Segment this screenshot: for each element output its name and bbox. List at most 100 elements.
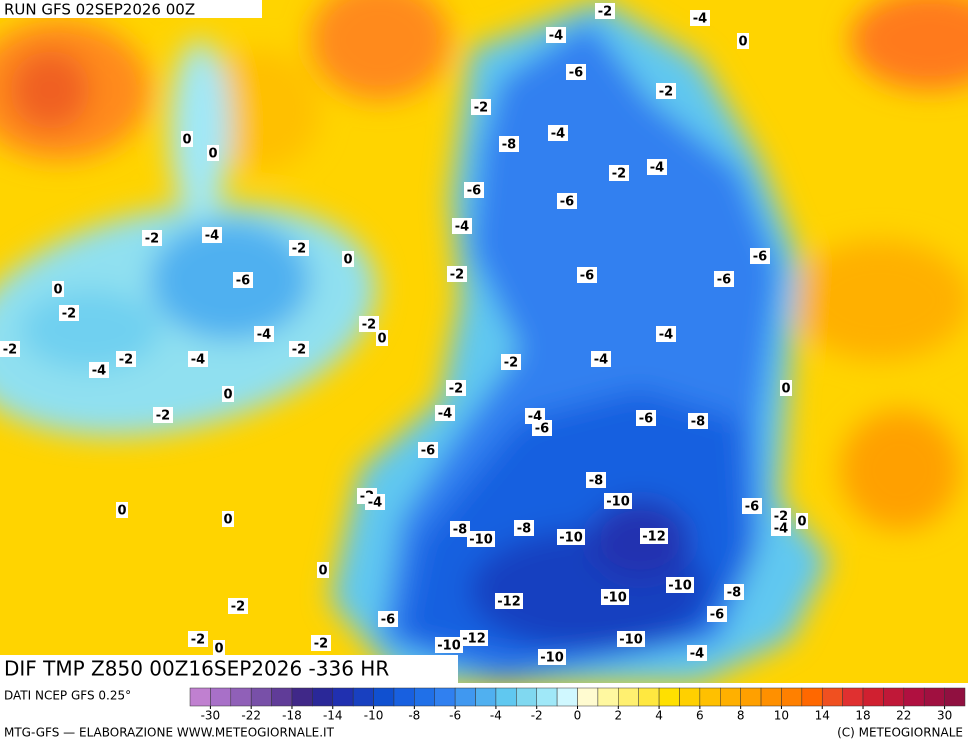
legend-tick-label: -4 — [490, 709, 502, 723]
contour-label: -6 — [745, 500, 759, 515]
legend-tick-label: 4 — [655, 709, 663, 723]
contour-label: -8 — [727, 586, 741, 601]
contour-label: -2 — [449, 382, 463, 397]
field-title: DIF TMP Z850 00Z16SEP2026 -336 HR — [4, 657, 389, 681]
legend-swatch — [556, 687, 578, 707]
contour-label: 0 — [223, 388, 232, 403]
label-box — [471, 99, 491, 115]
label-box — [446, 380, 466, 396]
label-box — [467, 531, 495, 547]
contour-label: -4 — [92, 364, 106, 379]
footer-left: MTG-GFS — ELABORAZIONE WWW.METEOGIORNALE… — [4, 726, 335, 740]
field-box — [0, 655, 458, 683]
label-box — [365, 494, 385, 510]
legend-tick-label: -30 — [201, 709, 221, 723]
label-box — [460, 630, 488, 646]
contour-label: -2 — [314, 637, 328, 652]
contour-label: -6 — [467, 184, 481, 199]
contour-label: 0 — [377, 332, 386, 347]
label-box — [577, 267, 597, 283]
legend-swatch — [618, 687, 639, 707]
contour-label: -6 — [753, 250, 767, 265]
contour-label: -2 — [119, 353, 133, 368]
legend-tick-label: -10 — [364, 709, 384, 723]
contour-label: -10 — [437, 639, 461, 654]
label-box — [317, 562, 329, 578]
legend-swatch — [944, 687, 966, 707]
legend-tick-label: 0 — [574, 709, 582, 723]
run-title: RUN GFS 02SEP2026 00Z — [4, 1, 195, 19]
label-box — [724, 584, 744, 600]
legend-swatch — [536, 687, 558, 707]
label-box — [609, 165, 629, 181]
legend-swatch — [434, 687, 456, 707]
label-box — [116, 502, 128, 518]
contour-label: 0 — [117, 504, 126, 519]
legend-swatch — [760, 687, 782, 707]
legend-tick-label: -22 — [241, 709, 261, 723]
legend-tick-label: -6 — [449, 709, 461, 723]
label-box — [780, 380, 792, 396]
contour-label: -2 — [474, 101, 488, 116]
legend-swatch — [414, 687, 435, 707]
label-box — [656, 326, 676, 342]
label-box — [342, 251, 354, 267]
contour-label: -4 — [693, 12, 707, 27]
contour-label: 0 — [797, 515, 806, 530]
contour-label: -6 — [236, 274, 250, 289]
legend-swatch — [516, 687, 537, 707]
contour-label: -12 — [497, 595, 521, 610]
label-box — [557, 193, 577, 209]
label-box — [188, 351, 208, 367]
label-box — [0, 341, 20, 357]
contour-label: 0 — [318, 564, 327, 579]
label-box — [707, 606, 727, 622]
contour-label: -4 — [551, 127, 565, 142]
legend-swatch — [720, 687, 741, 707]
contour-label: -2 — [3, 343, 17, 358]
contour-label: -4 — [257, 328, 271, 343]
label-box — [557, 529, 585, 545]
contour-label: -6 — [381, 613, 395, 628]
legend-swatch — [189, 687, 211, 707]
label-box — [690, 10, 710, 26]
contour-label: -10 — [603, 591, 627, 606]
contour-label: -2 — [145, 232, 159, 247]
contour-label: -2 — [362, 318, 376, 333]
label-box — [435, 405, 455, 421]
legend-swatch — [352, 687, 374, 707]
header-box — [0, 0, 262, 18]
contour-label: -4 — [690, 647, 704, 662]
contour-label: 0 — [208, 147, 217, 162]
contour-label: -4 — [205, 229, 219, 244]
contour-label: -12 — [462, 632, 486, 647]
contour-label: -6 — [535, 422, 549, 437]
legend-tick-label: -14 — [323, 709, 343, 723]
contour-label: -6 — [569, 66, 583, 81]
legend-swatch — [842, 687, 864, 707]
label-box — [207, 145, 219, 161]
label-box — [750, 248, 770, 264]
legend-swatch — [393, 687, 415, 707]
contour-label: -6 — [710, 608, 724, 623]
contour-label: -10 — [540, 651, 564, 666]
contour-label: -4 — [659, 328, 673, 343]
label-box — [499, 136, 519, 152]
contour-label: -8 — [453, 523, 467, 538]
label-box — [188, 631, 208, 647]
label-box — [647, 159, 667, 175]
label-box — [591, 351, 611, 367]
legend-swatch — [699, 687, 721, 707]
label-box — [59, 305, 79, 321]
label-box — [742, 498, 762, 514]
contour-label: 0 — [343, 253, 352, 268]
contour-label: -2 — [231, 600, 245, 615]
legend-swatch — [801, 687, 823, 707]
label-box — [796, 513, 808, 529]
label-box — [636, 410, 656, 426]
legend-swatch — [862, 687, 884, 707]
legend-swatch — [250, 687, 272, 707]
contour-label: 0 — [738, 35, 747, 50]
